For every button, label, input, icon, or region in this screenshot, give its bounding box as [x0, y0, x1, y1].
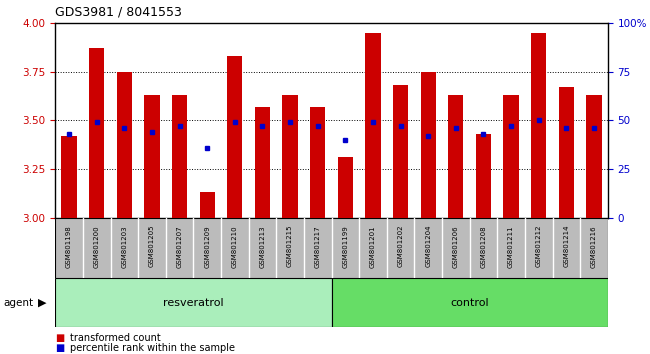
Bar: [393, 85, 408, 218]
Text: GDS3981 / 8041553: GDS3981 / 8041553: [55, 5, 182, 18]
Text: GSM801199: GSM801199: [343, 225, 348, 268]
Bar: [531, 33, 546, 218]
Bar: [365, 33, 380, 218]
Bar: [338, 157, 353, 218]
Text: GSM801208: GSM801208: [480, 225, 486, 268]
Text: control: control: [450, 298, 489, 308]
Bar: [476, 134, 491, 218]
Text: GSM801211: GSM801211: [508, 225, 514, 268]
Bar: [172, 95, 187, 218]
Bar: [559, 87, 574, 218]
Text: GSM801205: GSM801205: [149, 225, 155, 267]
Text: GSM801217: GSM801217: [315, 225, 320, 268]
Text: GSM801202: GSM801202: [398, 225, 404, 267]
Text: GSM801212: GSM801212: [536, 225, 541, 267]
Text: agent: agent: [3, 298, 33, 308]
Text: GSM801209: GSM801209: [204, 225, 210, 268]
Text: GSM801200: GSM801200: [94, 225, 99, 268]
Text: ■: ■: [55, 343, 64, 353]
Bar: [283, 95, 298, 218]
Text: GSM801203: GSM801203: [122, 225, 127, 268]
Bar: [227, 56, 242, 218]
Bar: [332, 278, 608, 327]
Bar: [504, 95, 519, 218]
Text: GSM801201: GSM801201: [370, 225, 376, 268]
Text: GSM801206: GSM801206: [453, 225, 459, 268]
Text: GSM801216: GSM801216: [591, 225, 597, 268]
Text: GSM801198: GSM801198: [66, 225, 72, 268]
Text: resveratrol: resveratrol: [163, 298, 224, 308]
Bar: [144, 95, 159, 218]
Text: GSM801215: GSM801215: [287, 225, 293, 267]
Bar: [62, 136, 77, 218]
Bar: [200, 193, 214, 218]
Bar: [310, 107, 325, 218]
Bar: [421, 72, 436, 218]
Text: GSM801214: GSM801214: [564, 225, 569, 267]
Bar: [448, 95, 463, 218]
Text: ■: ■: [55, 333, 64, 343]
Text: ▶: ▶: [38, 298, 46, 308]
Bar: [55, 278, 332, 327]
Text: GSM801210: GSM801210: [232, 225, 238, 268]
Text: GSM801207: GSM801207: [177, 225, 183, 268]
Text: percentile rank within the sample: percentile rank within the sample: [70, 343, 235, 353]
Bar: [89, 48, 104, 218]
Text: GSM801213: GSM801213: [259, 225, 265, 268]
Text: GSM801204: GSM801204: [425, 225, 431, 267]
Bar: [117, 72, 132, 218]
Bar: [586, 95, 601, 218]
Bar: [255, 107, 270, 218]
Text: transformed count: transformed count: [70, 333, 161, 343]
